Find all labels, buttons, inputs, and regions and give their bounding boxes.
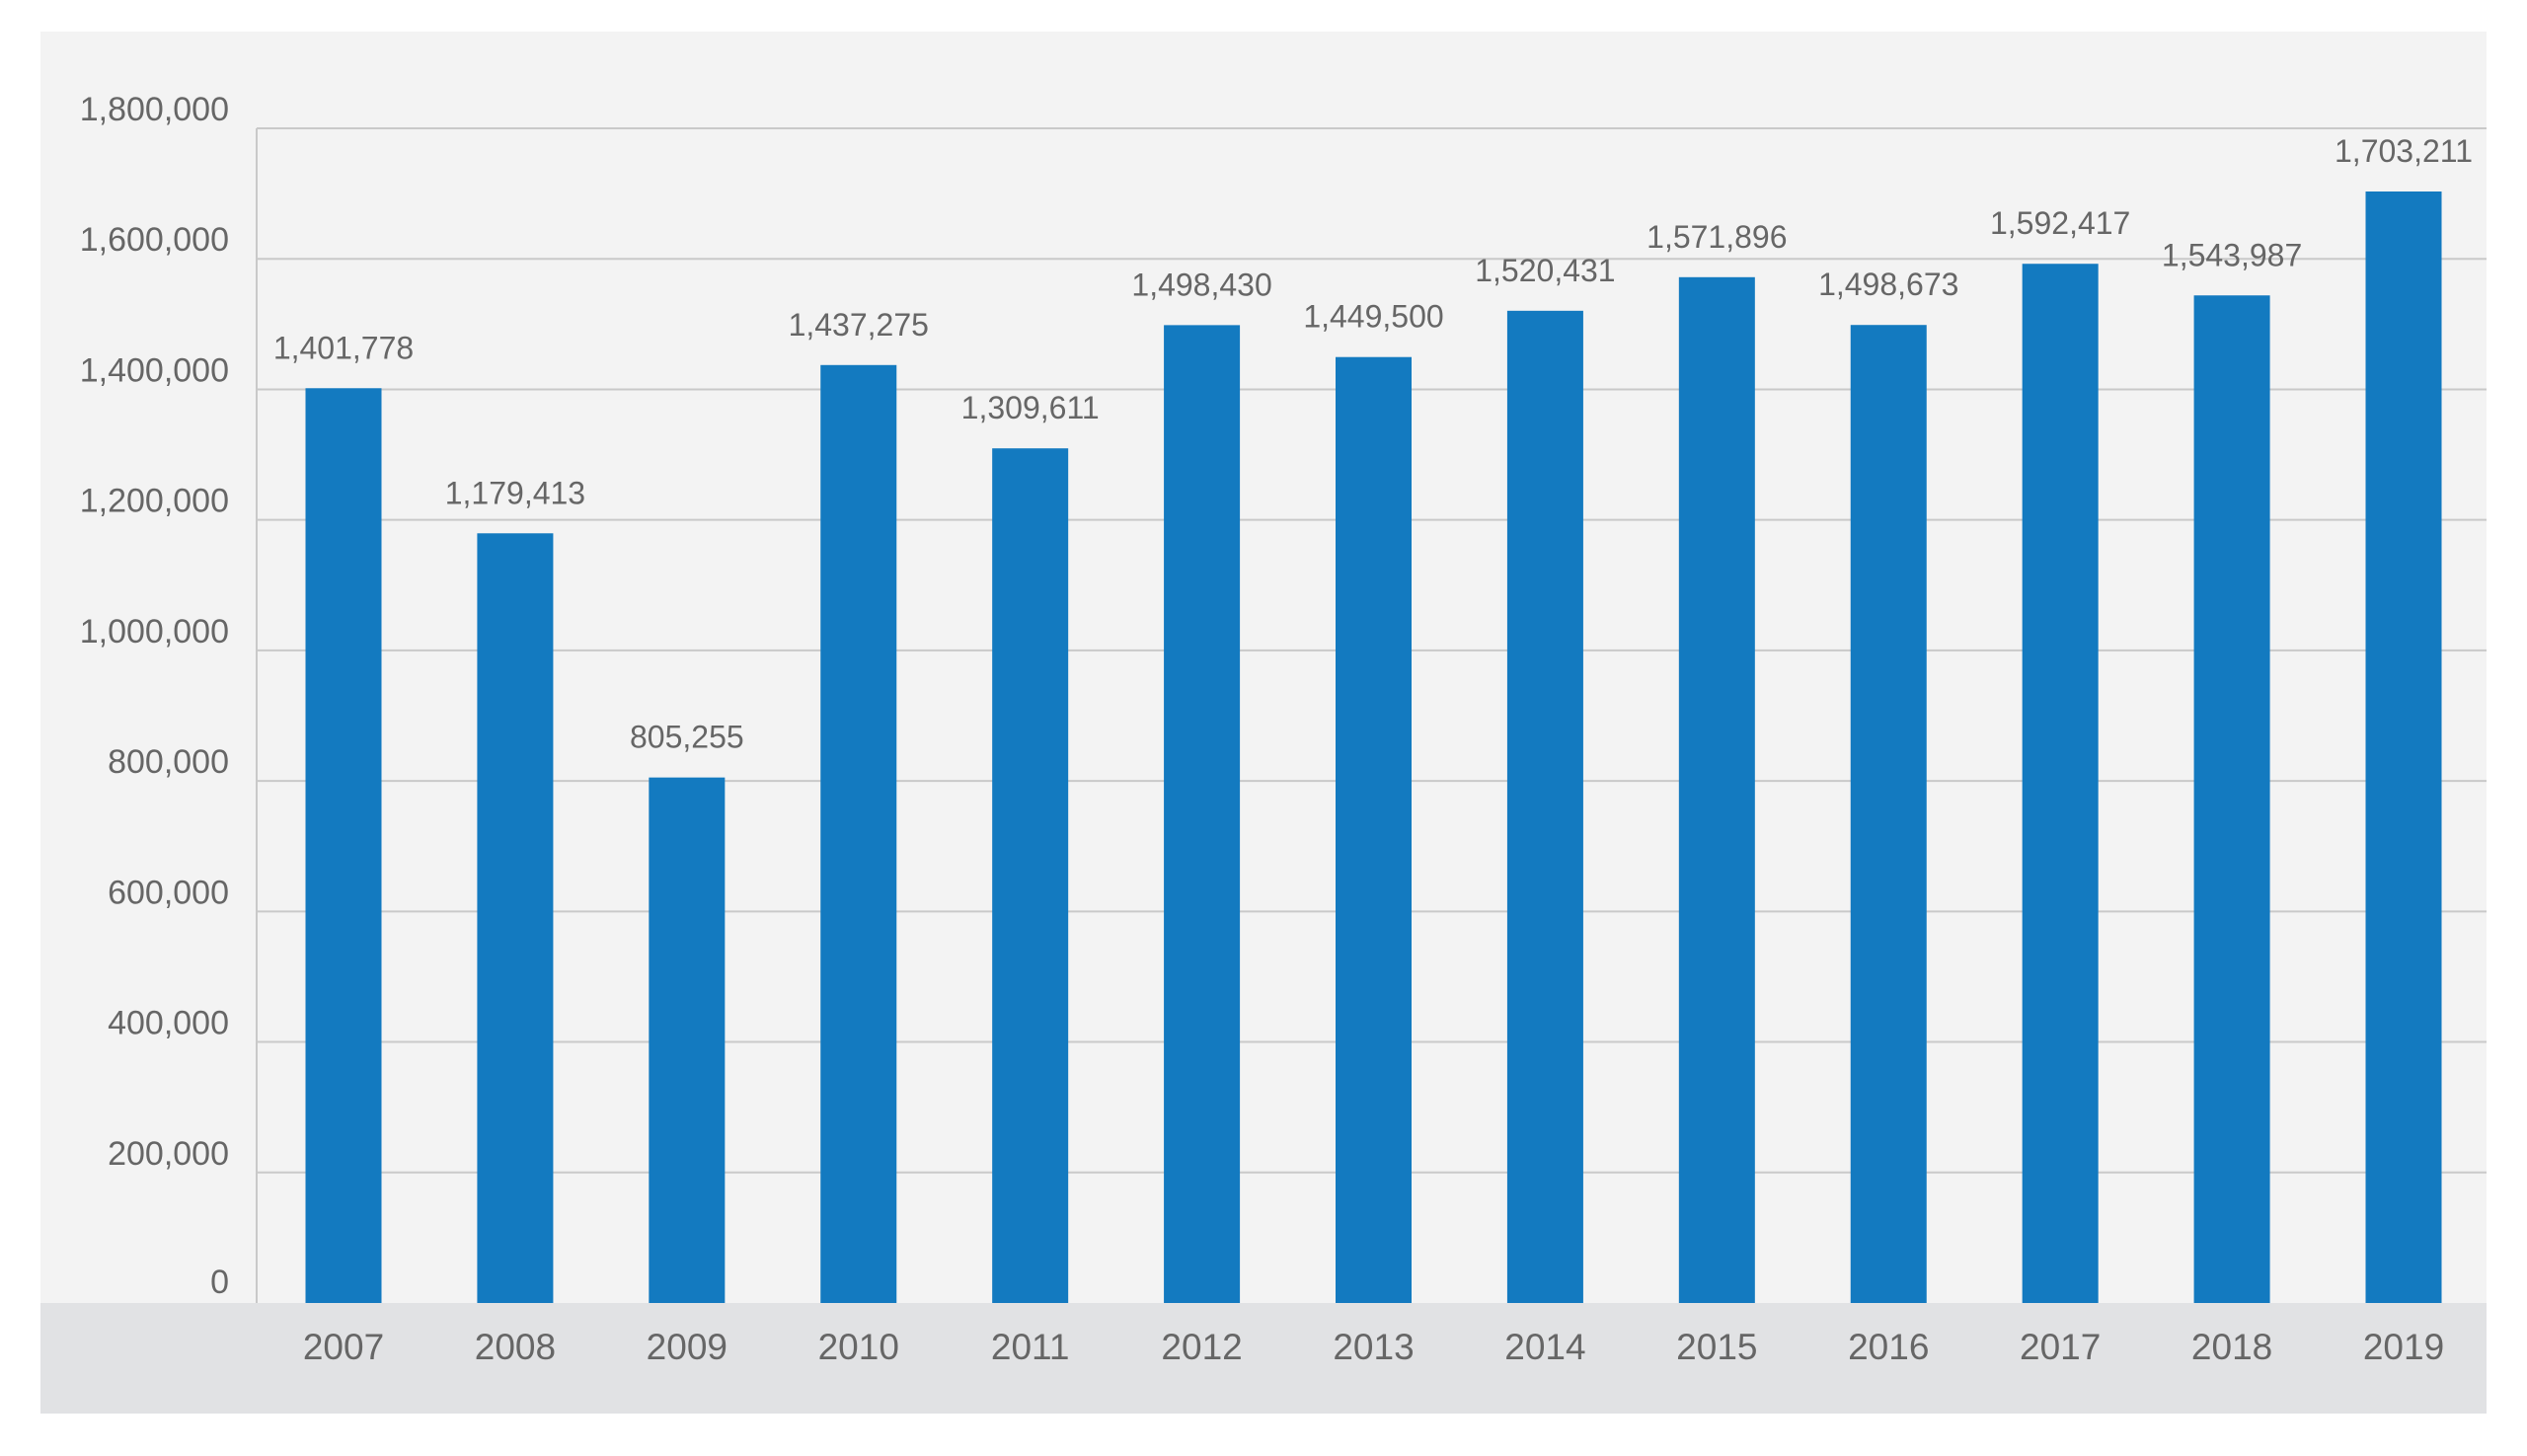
x-tick-label-2016: 2016	[1848, 1327, 1929, 1367]
x-tick-label-2008: 2008	[475, 1327, 556, 1367]
x-axis-tick-labels: 2007 2008 2009 2010 2011 2012 2013 2014 2015 2016…	[303, 1327, 2444, 1367]
bar-2018	[2193, 295, 2270, 1303]
y-tick-label: 400,000	[108, 1005, 229, 1042]
y-tick-label: 200,000	[108, 1135, 229, 1173]
y-tick-label: 600,000	[108, 874, 229, 911]
x-tick-label-2011: 2011	[991, 1327, 1070, 1367]
x-tick-label-2017: 2017	[2020, 1327, 2101, 1367]
data-label-2008: 1,179,413	[445, 475, 585, 510]
data-label-2013: 1,449,500	[1303, 299, 1443, 335]
y-tick-label: 1,800,000	[80, 91, 229, 128]
x-tick-label-2013: 2013	[1333, 1327, 1414, 1367]
y-tick-label: 1,000,000	[80, 613, 229, 651]
data-label-2014: 1,520,431	[1475, 253, 1615, 288]
x-tick-label-2014: 2014	[1504, 1327, 1585, 1367]
data-label-2012: 1,498,430	[1131, 267, 1271, 302]
y-tick-label: 1,400,000	[80, 351, 229, 389]
data-label-2011: 1,309,611	[961, 390, 1100, 425]
bar-2013	[1336, 356, 1412, 1303]
data-label-2016: 1,498,673	[1818, 267, 1958, 302]
data-label-2018: 1,543,987	[2162, 237, 2302, 272]
x-tick-label-2012: 2012	[1161, 1327, 1242, 1367]
data-label-2015: 1,571,896	[1646, 219, 1787, 255]
bar-2008	[477, 533, 554, 1303]
y-axis-tick-labels: 0 200,000 400,000 600,000 800,000 1,000,000 1,…	[80, 91, 229, 1301]
bars	[305, 191, 2442, 1304]
bar-2012	[1164, 325, 1241, 1303]
x-tick-label-2018: 2018	[2191, 1327, 2272, 1367]
bar-2017	[2022, 264, 2099, 1304]
data-label-2007: 1,401,778	[273, 330, 414, 365]
bar-2011	[992, 448, 1069, 1303]
category-axis-band	[40, 1303, 2487, 1414]
bar-2010	[820, 364, 897, 1303]
data-label-2019: 1,703,211	[2335, 133, 2473, 169]
bar-2014	[1506, 310, 1583, 1303]
data-label-2009: 805,255	[630, 720, 744, 755]
value-labels: 1,401,778 1,179,413 805,255 1,437,275 1,309,…	[273, 133, 2473, 755]
x-tick-label-2015: 2015	[1676, 1327, 1757, 1367]
x-tick-label-2019: 2019	[2363, 1327, 2444, 1367]
x-tick-label-2010: 2010	[818, 1327, 899, 1367]
y-tick-label: 0	[210, 1264, 229, 1301]
bar-2019	[2365, 191, 2442, 1303]
bar-2015	[1678, 276, 1755, 1303]
y-tick-label: 800,000	[108, 743, 229, 781]
bar-2007	[305, 388, 382, 1303]
x-tick-label-2007: 2007	[303, 1327, 384, 1367]
y-tick-label: 1,200,000	[80, 483, 229, 520]
bar-2009	[649, 777, 726, 1303]
x-tick-label-2009: 2009	[647, 1327, 727, 1367]
data-label-2010: 1,437,275	[789, 307, 929, 343]
y-tick-label: 1,600,000	[80, 221, 229, 259]
data-label-2017: 1,592,417	[1990, 205, 2130, 241]
bar-2016	[1850, 325, 1927, 1303]
